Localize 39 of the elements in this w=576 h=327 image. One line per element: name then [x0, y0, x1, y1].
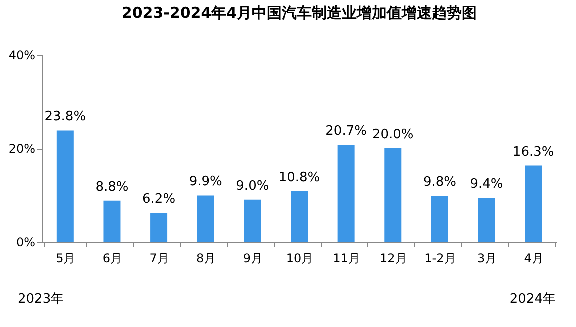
data-label: 23.8% — [44, 110, 86, 125]
x-tick-label: 10月 — [286, 252, 314, 266]
data-label: 9.4% — [470, 177, 504, 192]
bar — [150, 213, 168, 242]
data-label: 10.8% — [278, 170, 320, 186]
bar — [291, 192, 308, 242]
x-tick-label: 11月 — [333, 252, 360, 266]
x-tick-label: 5月 — [56, 252, 76, 266]
bar — [478, 198, 496, 242]
data-label: 6.2% — [142, 192, 176, 208]
data-label: 9.8% — [423, 175, 456, 190]
text: 2023年 — [18, 291, 64, 308]
y-tick-label: 20% — [8, 142, 36, 156]
data-label: 16.3% — [512, 144, 554, 160]
bar — [104, 200, 121, 242]
bar — [431, 196, 448, 242]
data-label: 20.0% — [372, 128, 414, 142]
x-tick-label: 4月 — [524, 252, 544, 266]
bar — [338, 145, 355, 242]
y-tick-label: 40% — [8, 48, 36, 62]
y-tick-label: 0% — [16, 236, 36, 250]
bar — [384, 148, 402, 242]
data-label: 9.0% — [236, 178, 270, 194]
x-tick-label: 12月 — [380, 252, 408, 266]
data-label: 8.8% — [96, 180, 129, 195]
bar — [56, 130, 74, 242]
x-tick-label: 6月 — [102, 252, 123, 266]
data-label: 20.7% — [326, 124, 367, 140]
bar — [244, 200, 262, 242]
chart-title: 2023-2024年4月中国汽车制造业增加值增速趋势图 — [122, 4, 478, 22]
x-tick-label: 8月 — [196, 252, 216, 266]
x-tick-label: 9月 — [243, 252, 263, 266]
bar — [197, 196, 214, 242]
x-tick-label: 3月 — [477, 252, 498, 266]
x-tick-label: 7月 — [150, 252, 170, 266]
x-tick-label: 1-2月 — [424, 252, 456, 266]
text: 2024年 — [510, 291, 556, 308]
data-label: 9.9% — [189, 174, 222, 190]
bar — [525, 166, 542, 242]
